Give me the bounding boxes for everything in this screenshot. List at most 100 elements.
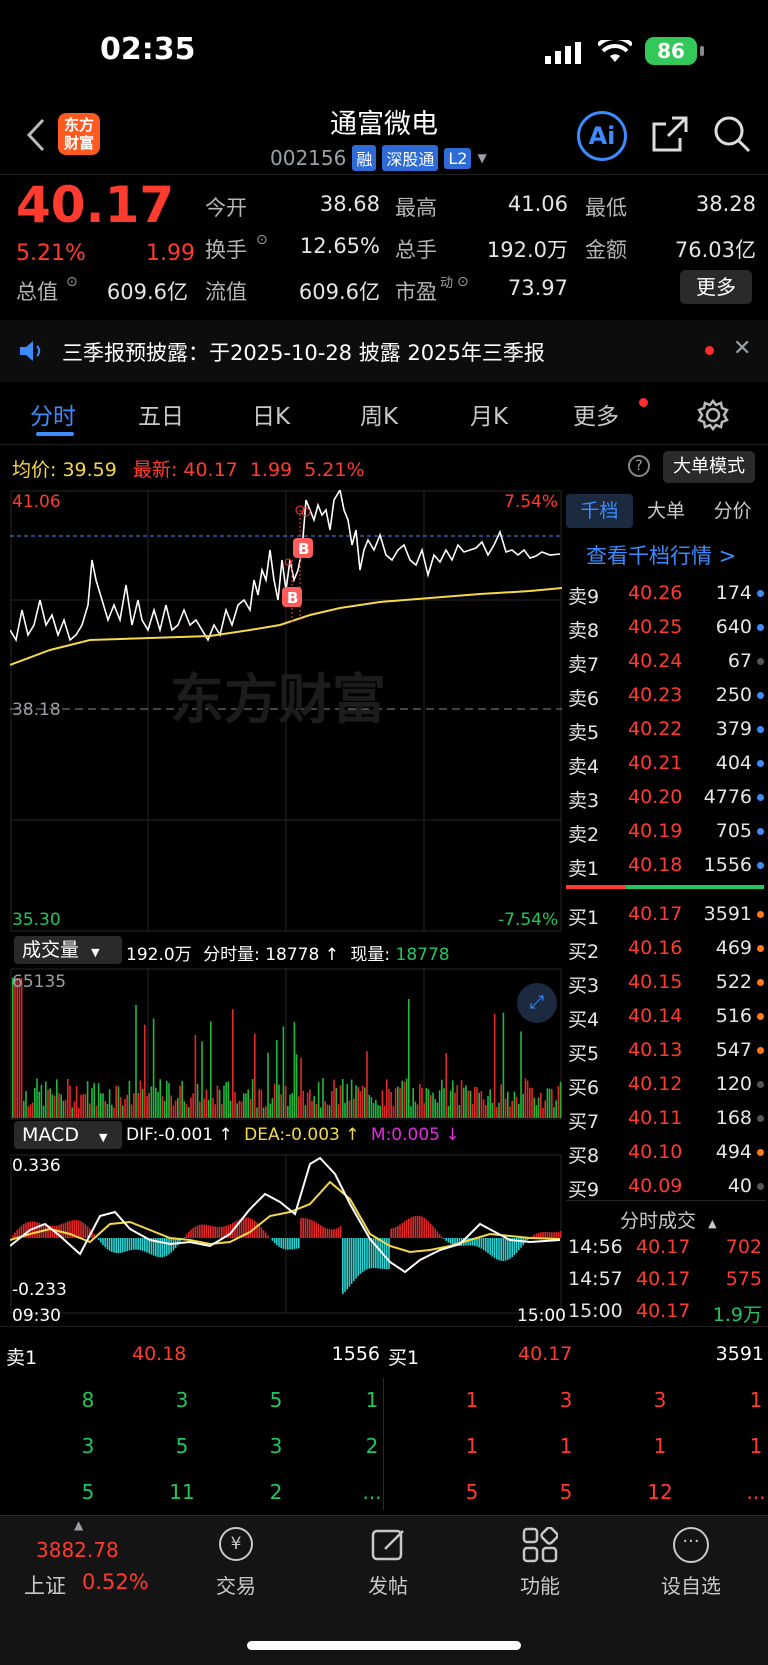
- macd-bar: [82, 1222, 84, 1238]
- big-order-mode-button[interactable]: 大单模式: [663, 451, 755, 483]
- tick-row: 14:56 40.17 702: [566, 1230, 766, 1264]
- macd-bar: [113, 1238, 115, 1253]
- help-icon[interactable]: ?: [628, 455, 650, 477]
- tab-weekly-k[interactable]: 周K: [360, 404, 399, 430]
- volume-bar: [119, 1097, 122, 1118]
- macd-bar: [80, 1221, 82, 1238]
- macd-bar: [36, 1222, 38, 1238]
- stat-value-low: 38.28: [695, 192, 756, 216]
- macd-bar: [480, 1238, 483, 1249]
- volume-bar: [135, 1004, 137, 1118]
- stock-code-row[interactable]: 002156 融 深股通 L2 ▼: [270, 144, 487, 172]
- search-icon[interactable]: [712, 114, 752, 154]
- tab-daily-k[interactable]: 日K: [252, 404, 291, 430]
- volume-bar: [240, 1101, 243, 1118]
- functions-icon[interactable]: [522, 1527, 558, 1563]
- tab-price-dist[interactable]: 分价: [713, 500, 752, 522]
- ai-button[interactable]: Ai: [577, 111, 627, 161]
- volume-bar: [511, 1100, 513, 1118]
- tab-monthly-k[interactable]: 月K: [470, 404, 509, 430]
- trade-icon[interactable]: ¥: [219, 1527, 253, 1561]
- chart-high-pct: 7.54%: [504, 492, 559, 512]
- more-button[interactable]: 更多: [680, 270, 752, 304]
- stat-label-high: 最高: [395, 196, 437, 220]
- buy-level-row[interactable]: 买6 40.12 120: [566, 1067, 766, 1101]
- tab-depth[interactable]: 千档: [566, 494, 633, 528]
- back-icon[interactable]: [26, 118, 46, 152]
- depth-link[interactable]: 查看千档行情 >: [586, 544, 737, 568]
- buy-level-label: 买2: [568, 941, 600, 963]
- sell-level-row[interactable]: 卖4 40.21 404: [566, 746, 766, 780]
- buy-level-row[interactable]: 买8 40.10 494: [566, 1135, 766, 1169]
- sell-level-row[interactable]: 卖2 40.19 705: [566, 814, 766, 848]
- volume-bar: [62, 1100, 65, 1118]
- status-time: 02:35: [100, 32, 196, 67]
- macd-bar: [102, 1238, 104, 1246]
- sell-level-row[interactable]: 卖8 40.25 640: [566, 610, 766, 644]
- close-icon[interactable]: ✕: [733, 336, 752, 361]
- intraday-price-chart[interactable]: 东方财富 B B: [10, 490, 562, 932]
- tab-functions[interactable]: 功能: [520, 1574, 560, 1598]
- index-name[interactable]: 上证: [24, 1574, 66, 1598]
- level1-sell-price: 40.18: [132, 1343, 187, 1365]
- stock-code: 002156: [270, 146, 347, 170]
- stock-name: 通富微电: [330, 109, 438, 140]
- share-icon[interactable]: [650, 114, 690, 154]
- buy-marker[interactable]: B: [293, 538, 313, 558]
- volume-bar: [507, 1091, 509, 1118]
- buy-level-row[interactable]: 买7 40.11 168: [566, 1101, 766, 1135]
- sell-level-row[interactable]: 卖7 40.24 67: [566, 644, 766, 678]
- notice-text[interactable]: 三季报预披露：于2025-10-28 披露 2025年三季报: [62, 341, 545, 365]
- tab-trade[interactable]: 交易: [216, 1574, 256, 1598]
- ticks-title[interactable]: 分时成交 ▲: [620, 1206, 717, 1233]
- buy-level-row[interactable]: 买5 40.13 547: [566, 1033, 766, 1067]
- tab-post[interactable]: 发帖: [368, 1574, 408, 1598]
- macd-indicator-select[interactable]: MACD ▼: [14, 1121, 122, 1149]
- buy-level-row[interactable]: 买9 40.09 40: [566, 1169, 766, 1203]
- sell-level-row[interactable]: 卖6 40.23 250: [566, 678, 766, 712]
- index-pct[interactable]: 0.52%: [82, 1570, 149, 1594]
- macd-max-label: 0.336: [12, 1156, 61, 1176]
- post-icon[interactable]: [371, 1527, 407, 1563]
- volume-bar: [529, 1087, 531, 1118]
- chart-watermark: 东方财富: [170, 668, 386, 731]
- watchlist-icon[interactable]: ···: [673, 1527, 709, 1563]
- volume-bar: [320, 1107, 322, 1118]
- sell-level-row[interactable]: 卖9 40.26 174: [566, 576, 766, 610]
- volume-bar: [346, 1084, 348, 1118]
- index-value[interactable]: 3882.78: [36, 1538, 119, 1562]
- buy-level-row[interactable]: 买4 40.14 516: [566, 999, 766, 1033]
- tab-watchlist[interactable]: 设自选: [661, 1574, 721, 1598]
- volume-indicator-select[interactable]: 成交量 ▼: [14, 936, 122, 964]
- buy-level-row[interactable]: 买1 40.17 3591: [566, 897, 766, 931]
- info-icon[interactable]: ⊙: [256, 232, 268, 248]
- tab-five-day[interactable]: 五日: [138, 404, 184, 430]
- sell-level-label: 卖8: [568, 620, 600, 642]
- sell-level-row[interactable]: 卖1 40.18 1556: [566, 848, 766, 882]
- app-logo: 东方财富: [58, 113, 100, 155]
- tab-more[interactable]: 更多: [573, 404, 619, 430]
- volume-bar: [256, 1107, 258, 1118]
- speaker-icon: [20, 341, 41, 361]
- macd-bar: [276, 1238, 278, 1246]
- macd-chart[interactable]: [10, 1154, 562, 1314]
- settings-icon[interactable]: [697, 399, 729, 431]
- macd-bar: [511, 1238, 513, 1258]
- volume-bar: [375, 1099, 377, 1118]
- level-dot: [757, 760, 764, 767]
- volume-bar: [555, 1100, 557, 1118]
- expand-icon[interactable]: ⤢: [517, 983, 557, 1023]
- buy-level-row[interactable]: 买3 40.15 522: [566, 965, 766, 999]
- buy-queue-cell: 1: [559, 1434, 573, 1458]
- sell-level-row[interactable]: 卖3 40.20 4776: [566, 780, 766, 814]
- volume-chart[interactable]: [10, 968, 562, 1120]
- buy-marker[interactable]: B: [282, 587, 302, 607]
- volume-bar: [557, 1085, 560, 1118]
- info-icon[interactable]: ⊙: [457, 274, 469, 290]
- tab-big-order[interactable]: 大单: [647, 500, 686, 522]
- buy-level-row[interactable]: 买2 40.16 469: [566, 931, 766, 965]
- sell-level-row[interactable]: 卖5 40.22 379: [566, 712, 766, 746]
- tab-intraday[interactable]: 分时: [30, 404, 76, 430]
- info-icon[interactable]: ⊙: [66, 274, 78, 290]
- notice-bar[interactable]: [0, 320, 768, 382]
